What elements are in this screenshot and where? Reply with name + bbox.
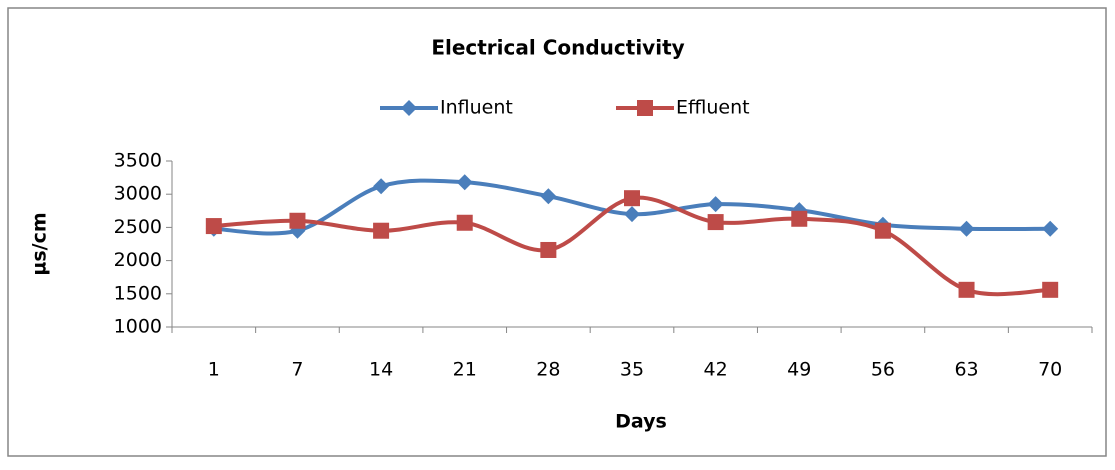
point [874,222,891,239]
x-tick-label: 1 [208,359,220,381]
x-tick-label: 14 [369,359,393,381]
point [289,212,306,229]
y-tick-label: 2000 [114,249,162,271]
point [1042,220,1059,237]
x-tick-label: 42 [704,359,728,381]
point [958,281,975,298]
point [540,241,557,258]
x-tick-label: 49 [787,359,811,381]
point [624,190,640,207]
point [624,206,640,223]
x-tick-label: 28 [536,359,560,381]
y-axis-label: µs/cm [29,212,51,275]
x-tick-label: 63 [954,359,978,381]
x-tick-label: 21 [453,359,477,381]
point [707,214,724,231]
legend-marker [401,100,417,116]
point [456,174,473,191]
point [707,196,724,213]
point [540,188,557,205]
legend-label: Influent [440,97,513,119]
y-tick-label: 3000 [114,183,162,205]
x-tick-label: 70 [1038,359,1062,381]
point [456,214,473,231]
x-tick-label: 56 [871,359,895,381]
point [373,178,390,195]
y-tick-label: 3500 [114,150,162,172]
x-axis-label: Days [615,411,667,433]
point [791,210,808,227]
legend-marker [637,100,653,116]
chart-title: Electrical Conductivity [431,36,684,60]
y-tick-label: 1500 [114,282,162,304]
y-tick-label: 2500 [114,216,162,238]
point [958,220,975,237]
legend-label: Effluent [676,97,750,119]
y-tick-label: 1000 [114,316,162,338]
chart-frame [7,7,1107,457]
point [205,218,222,235]
x-tick-label: 7 [291,359,303,381]
point [1042,281,1059,298]
point [373,222,390,239]
x-tick-label: 35 [620,359,644,381]
